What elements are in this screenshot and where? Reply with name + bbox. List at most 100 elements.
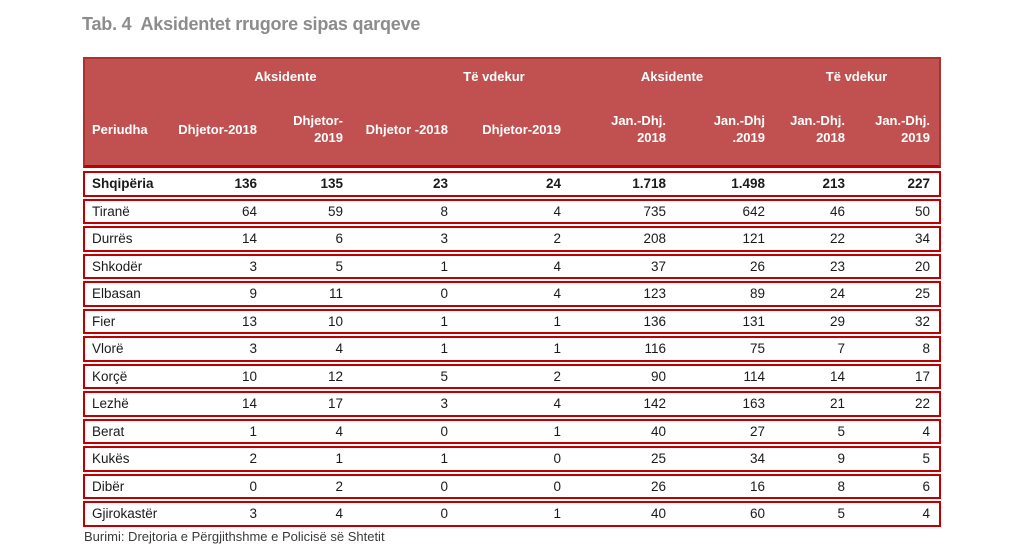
table-row: Shqipëria 136 135 23 24 1.718 1.498 213 227 bbox=[83, 171, 941, 197]
value-cell: 3 bbox=[440, 231, 448, 247]
value-cell: 29 bbox=[829, 313, 845, 329]
column-header-jandhj-2019-v: Jan.-Dhj. 2019 bbox=[875, 113, 930, 145]
value-cell: 1 bbox=[553, 423, 561, 439]
value-cell: 14 bbox=[241, 396, 257, 412]
table-row: Lezhë 14 17 3 4 142 163 21 22 bbox=[83, 391, 941, 417]
value-cell: 23 bbox=[432, 176, 448, 192]
value-cell: 60 bbox=[749, 506, 765, 522]
value-cell: 5 bbox=[837, 506, 845, 522]
value-cell: 5 bbox=[335, 258, 343, 274]
value-cell: 17 bbox=[914, 368, 930, 384]
value-cell: 1.498 bbox=[731, 176, 765, 192]
value-cell: 12 bbox=[327, 368, 343, 384]
column-header-dhjetor-2019-v: Dhjetor-2019 bbox=[482, 121, 561, 137]
table-row: Kukës 2 1 1 0 25 34 9 5 bbox=[83, 446, 941, 472]
value-cell: 1 bbox=[440, 341, 448, 357]
value-cell: 213 bbox=[822, 176, 845, 192]
value-cell: 3 bbox=[249, 506, 257, 522]
value-cell: 208 bbox=[643, 231, 666, 247]
region-label: Kukës bbox=[92, 451, 130, 467]
table-row: Tiranë 64 59 8 4 735 642 46 50 bbox=[83, 198, 941, 224]
value-cell: 90 bbox=[650, 368, 666, 384]
column-header-dhjetor-2019-a: Dhjetor-2019 bbox=[293, 113, 343, 145]
value-cell: 5 bbox=[440, 368, 448, 384]
value-cell: 1 bbox=[440, 313, 448, 329]
table-row: Korçë 10 12 5 2 90 114 14 17 bbox=[83, 363, 941, 389]
value-cell: 2 bbox=[335, 478, 343, 494]
value-cell: 24 bbox=[829, 286, 845, 302]
region-label: Vlorë bbox=[92, 341, 124, 357]
value-cell: 64 bbox=[241, 203, 257, 219]
value-cell: 1 bbox=[335, 451, 343, 467]
value-cell: 131 bbox=[742, 313, 765, 329]
value-cell: 89 bbox=[749, 286, 765, 302]
value-cell: 7 bbox=[837, 341, 845, 357]
value-cell: 25 bbox=[650, 451, 666, 467]
column-header-dhjetor-2018-a: Dhjetor-2018 bbox=[178, 121, 257, 137]
region-label: Gjirokastër bbox=[92, 506, 158, 522]
value-cell: 8 bbox=[922, 341, 930, 357]
value-cell: 0 bbox=[440, 506, 448, 522]
value-cell: 0 bbox=[249, 478, 257, 494]
table-row: Fier 13 10 1 1 136 131 29 32 bbox=[83, 308, 941, 334]
value-cell: 4 bbox=[553, 203, 561, 219]
source-note: Burimi: Drejtoria e Përgjithshme e Polic… bbox=[84, 529, 385, 544]
value-cell: 17 bbox=[327, 396, 343, 412]
value-cell: 11 bbox=[328, 286, 343, 302]
value-cell: 22 bbox=[914, 396, 930, 412]
region-label: Berat bbox=[92, 423, 125, 439]
table-body: Shqipëria 136 135 23 24 1.718 1.498 213 227 Tiran… bbox=[83, 171, 941, 527]
column-header-row: Periudha Dhjetor-2018 Dhjetor-2019 Dhjet… bbox=[85, 93, 939, 165]
value-cell: 121 bbox=[742, 231, 765, 247]
value-cell: 5 bbox=[922, 451, 930, 467]
value-cell: 4 bbox=[335, 506, 343, 522]
value-cell: 1 bbox=[553, 506, 561, 522]
value-cell: 26 bbox=[650, 478, 666, 494]
value-cell: 8 bbox=[837, 478, 845, 494]
value-cell: 116 bbox=[644, 341, 666, 357]
region-label: Shqipëria bbox=[92, 176, 154, 192]
value-cell: 34 bbox=[749, 451, 765, 467]
value-cell: 9 bbox=[249, 286, 257, 302]
region-label: Lezhë bbox=[92, 396, 129, 412]
value-cell: 2 bbox=[553, 231, 561, 247]
value-cell: 22 bbox=[829, 231, 845, 247]
value-cell: 2 bbox=[249, 451, 257, 467]
table-row: Gjirokastër 3 4 0 1 40 60 5 4 bbox=[83, 501, 941, 527]
column-header-dhjetor-2018-v: Dhjetor -2018 bbox=[365, 121, 448, 137]
value-cell: 20 bbox=[914, 258, 930, 274]
value-cell: 10 bbox=[327, 313, 343, 329]
value-cell: 4 bbox=[922, 423, 930, 439]
value-cell: 135 bbox=[320, 176, 343, 192]
value-cell: 4 bbox=[553, 258, 561, 274]
region-label: Korçë bbox=[92, 368, 128, 384]
table-row: Dibër 0 2 0 0 26 16 8 6 bbox=[83, 473, 941, 499]
value-cell: 40 bbox=[650, 506, 666, 522]
value-cell: 8 bbox=[440, 203, 448, 219]
value-cell: 1 bbox=[440, 451, 448, 467]
table-row: Durrës 14 6 3 2 208 121 22 34 bbox=[83, 226, 941, 252]
value-cell: 6 bbox=[335, 231, 343, 247]
value-cell: 50 bbox=[914, 203, 930, 219]
column-header-jandhj-2019-a: Jan.-Dhj .2019 bbox=[713, 113, 765, 145]
region-label: Elbasan bbox=[92, 286, 141, 302]
value-cell: 163 bbox=[742, 396, 765, 412]
table-caption: Aksidentet rrugore sipas qarqeve bbox=[140, 14, 421, 34]
table-title: Tab. 4 Aksidentet rrugore sipas qarqeve bbox=[82, 14, 420, 35]
group-header-te-vdekur-dhjetor: Të vdekur bbox=[463, 68, 525, 84]
table-row: Vlorë 3 4 1 1 116 75 7 8 bbox=[83, 336, 941, 362]
value-cell: 3 bbox=[249, 258, 257, 274]
region-label: Fier bbox=[92, 313, 116, 329]
table-number: Tab. 4 bbox=[82, 14, 132, 34]
value-cell: 13 bbox=[241, 313, 257, 329]
value-cell: 1 bbox=[440, 258, 448, 274]
value-cell: 4 bbox=[335, 341, 343, 357]
value-cell: 1.718 bbox=[632, 176, 666, 192]
value-cell: 0 bbox=[553, 478, 561, 494]
value-cell: 136 bbox=[643, 313, 666, 329]
column-header-periudha: Periudha bbox=[92, 121, 148, 137]
value-cell: 1 bbox=[553, 341, 561, 357]
table-header: Aksidente Të vdekur Aksidente Të vdekur … bbox=[83, 57, 941, 168]
value-cell: 23 bbox=[829, 258, 845, 274]
value-cell: 59 bbox=[327, 203, 343, 219]
